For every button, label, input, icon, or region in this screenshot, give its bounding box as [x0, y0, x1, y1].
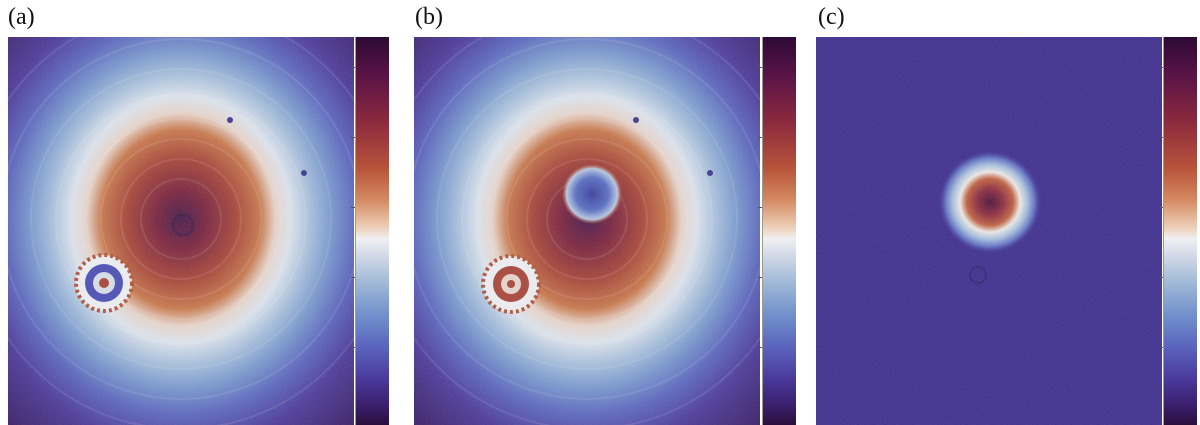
panel-c-image — [816, 37, 1162, 425]
panel-b-colorbar — [758, 37, 796, 425]
panel-c-colorbar — [1159, 37, 1197, 425]
panel-c-label: (c) — [818, 4, 845, 30]
panel-a-colorbar — [351, 37, 389, 425]
panel-a-label: (a) — [8, 4, 35, 30]
panel-b-label: (b) — [415, 4, 443, 30]
panel-b-image — [414, 37, 760, 425]
panel-a-image — [8, 37, 354, 425]
